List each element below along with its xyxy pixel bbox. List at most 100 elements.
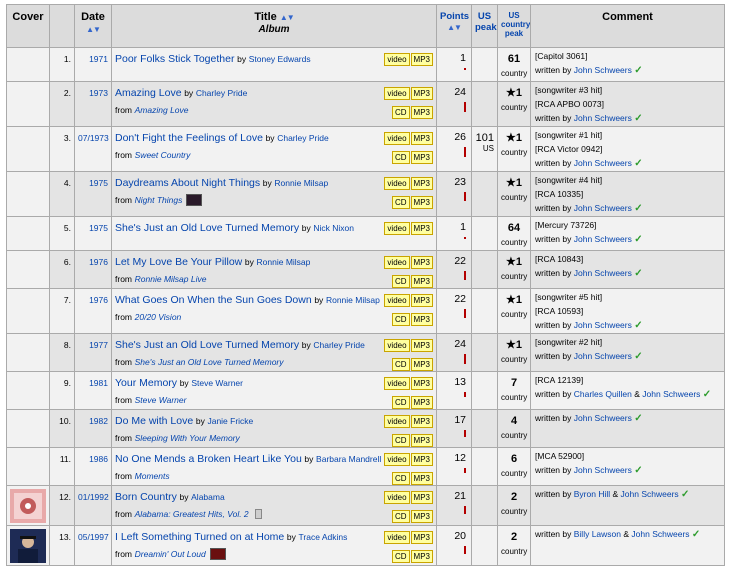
release-date[interactable]: 07/1973: [74, 126, 112, 172]
artist-link[interactable]: Ronnie Milsap: [274, 178, 329, 188]
video-button[interactable]: video: [384, 339, 410, 352]
artist-link[interactable]: Charley Pride: [313, 340, 365, 350]
artist-link[interactable]: Alabama: [191, 492, 225, 502]
writer-link[interactable]: Charles Quillen: [573, 389, 632, 399]
cd-button[interactable]: CD: [391, 358, 410, 371]
album-link[interactable]: She's Just an Old Love Turned Memory: [134, 357, 284, 367]
cd-button[interactable]: CD: [391, 151, 410, 164]
video-button[interactable]: video: [384, 256, 410, 269]
writer-link[interactable]: John Schweers: [573, 413, 632, 423]
mp3-button[interactable]: MP3: [410, 510, 433, 523]
song-title-link[interactable]: She's Just an Old Love Turned Memory: [115, 339, 300, 351]
album-link[interactable]: Amazing Love: [134, 105, 189, 115]
mp3-button[interactable]: MP3: [410, 377, 433, 390]
video-button[interactable]: video: [384, 453, 410, 466]
release-date[interactable]: 1971: [74, 47, 112, 82]
album-link[interactable]: Sleeping With Your Memory: [134, 433, 240, 443]
cd-button[interactable]: CD: [391, 550, 410, 563]
release-date[interactable]: 1973: [74, 81, 112, 127]
release-date[interactable]: 1977: [74, 333, 112, 372]
album-thumbnail-icon[interactable]: [254, 509, 262, 520]
writer-link[interactable]: John Schweers: [620, 489, 679, 499]
song-title-link[interactable]: Let My Love Be Your Pillow: [115, 256, 243, 268]
artist-link[interactable]: Nick Nixon: [313, 223, 354, 233]
header-title[interactable]: Title ▲▼ Album: [111, 4, 437, 48]
cd-button[interactable]: CD: [391, 313, 410, 326]
cd-button[interactable]: CD: [391, 275, 410, 288]
video-button[interactable]: video: [384, 415, 410, 428]
mp3-button[interactable]: MP3: [410, 256, 433, 269]
song-title-link[interactable]: Born Country: [115, 491, 177, 503]
song-title-link[interactable]: I Left Something Turned on at Home: [115, 531, 285, 543]
cd-button[interactable]: CD: [391, 510, 410, 523]
writer-link[interactable]: John Schweers: [642, 389, 701, 399]
mp3-button[interactable]: MP3: [410, 396, 433, 409]
mp3-button[interactable]: MP3: [410, 313, 433, 326]
song-title-link[interactable]: Your Memory: [115, 377, 178, 389]
video-button[interactable]: video: [384, 294, 410, 307]
mp3-button[interactable]: MP3: [410, 415, 433, 428]
song-title-link[interactable]: What Goes On When the Sun Goes Down: [115, 294, 312, 306]
cd-button[interactable]: CD: [391, 196, 410, 209]
artist-link[interactable]: Barbara Mandrell: [316, 454, 382, 464]
album-thumbnail-icon[interactable]: [186, 194, 203, 207]
album-link[interactable]: Steve Warner: [134, 395, 187, 405]
header-us-peak[interactable]: US peak: [471, 4, 498, 48]
cd-button[interactable]: CD: [391, 472, 410, 485]
sort-arrows-icon[interactable]: ▲▼: [447, 23, 462, 32]
mp3-button[interactable]: MP3: [410, 491, 433, 504]
mp3-button[interactable]: MP3: [410, 358, 433, 371]
writer-link[interactable]: John Schweers: [573, 351, 632, 361]
header-points-label[interactable]: Points: [440, 11, 470, 22]
mp3-button[interactable]: MP3: [410, 106, 433, 119]
artist-link[interactable]: Janie Fricke: [207, 416, 254, 426]
video-button[interactable]: video: [384, 491, 410, 504]
release-date[interactable]: 1986: [74, 447, 112, 486]
writer-link[interactable]: John Schweers: [573, 268, 632, 278]
mp3-button[interactable]: MP3: [410, 222, 433, 235]
artist-link[interactable]: Charley Pride: [195, 88, 248, 98]
release-date[interactable]: 01/1992: [74, 485, 112, 526]
song-title-link[interactable]: She's Just an Old Love Turned Memory: [115, 222, 300, 234]
song-title-link[interactable]: Poor Folks Stick Together: [115, 53, 235, 65]
artist-link[interactable]: Trace Adkins: [298, 532, 348, 542]
video-button[interactable]: video: [384, 222, 410, 235]
release-date[interactable]: 1975: [74, 171, 112, 217]
release-date[interactable]: 1976: [74, 288, 112, 334]
release-date[interactable]: 1982: [74, 409, 112, 448]
mp3-button[interactable]: MP3: [410, 196, 433, 209]
release-date[interactable]: 1981: [74, 371, 112, 410]
artist-link[interactable]: Steve Warner: [191, 378, 243, 388]
mp3-button[interactable]: MP3: [410, 151, 433, 164]
sort-arrows-icon[interactable]: ▲▼: [86, 25, 101, 34]
writer-link[interactable]: Billy Lawson: [573, 529, 621, 539]
album-thumbnail-icon[interactable]: [209, 548, 226, 561]
header-points[interactable]: Points ▲▼: [436, 4, 472, 48]
mp3-button[interactable]: MP3: [410, 339, 433, 352]
album-link[interactable]: Sweet Country: [134, 150, 191, 160]
album-link[interactable]: Night Things: [134, 195, 183, 205]
video-button[interactable]: video: [384, 87, 410, 100]
album-link[interactable]: Dreamin' Out Loud: [134, 549, 206, 559]
artist-link[interactable]: Stoney Edwards: [248, 54, 311, 64]
sort-arrows-icon[interactable]: ▲▼: [279, 13, 295, 22]
writer-link[interactable]: John Schweers: [573, 320, 632, 330]
video-button[interactable]: video: [384, 531, 410, 544]
video-button[interactable]: video: [384, 132, 410, 145]
mp3-button[interactable]: MP3: [410, 550, 433, 563]
video-button[interactable]: video: [384, 377, 410, 390]
artist-link[interactable]: Ronnie Milsap: [256, 257, 311, 267]
writer-link[interactable]: Byron Hill: [573, 489, 611, 499]
mp3-button[interactable]: MP3: [410, 453, 433, 466]
header-date[interactable]: Date ▲▼: [74, 4, 112, 48]
writer-link[interactable]: John Schweers: [573, 65, 632, 75]
mp3-button[interactable]: MP3: [410, 132, 433, 145]
release-date[interactable]: 05/1997: [74, 525, 112, 566]
cd-button[interactable]: CD: [391, 106, 410, 119]
album-link[interactable]: Moments: [134, 471, 170, 481]
release-date[interactable]: 1975: [74, 216, 112, 251]
writer-link[interactable]: John Schweers: [631, 529, 690, 539]
mp3-button[interactable]: MP3: [410, 87, 433, 100]
writer-link[interactable]: John Schweers: [573, 158, 632, 168]
album-link[interactable]: 20/20 Vision: [134, 312, 182, 322]
